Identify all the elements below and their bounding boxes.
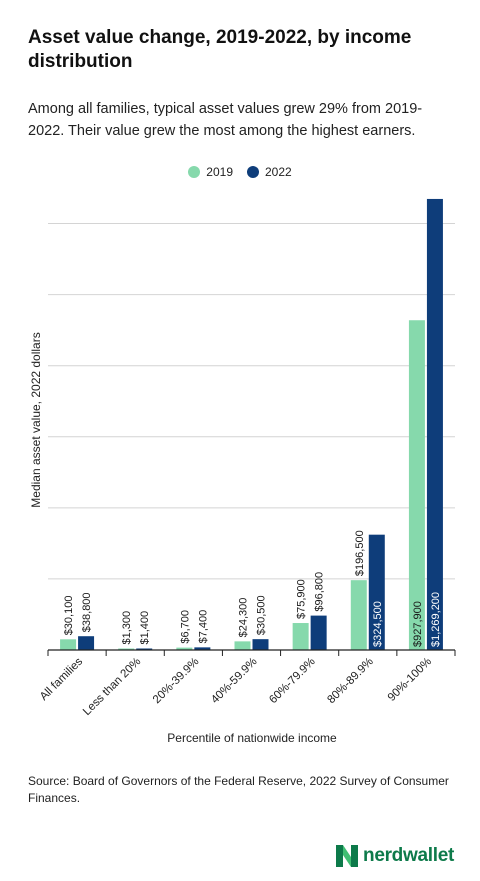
bar-2019 (118, 648, 135, 650)
bar-2019 (234, 641, 251, 650)
data-label-2019: $196,500 (354, 530, 366, 576)
bar-2019 (176, 647, 193, 650)
data-label-2022: $30,500 (256, 595, 268, 635)
legend-label-2019: 2019 (206, 165, 233, 179)
bar-2019 (292, 623, 309, 650)
bar-2019 (350, 580, 367, 650)
bar-2022 (78, 636, 95, 650)
x-axis-label: Percentile of nationwide income (167, 731, 337, 745)
data-label-2019: $927,900 (412, 601, 424, 647)
gridlines (48, 223, 455, 580)
bar-2022 (194, 647, 211, 650)
data-label-2019: $75,900 (296, 579, 308, 619)
chart-subtitle: Among all families, typical asset values… (28, 101, 423, 139)
legend-label-2022: 2022 (265, 165, 292, 179)
bars (60, 198, 443, 650)
bar-2022 (136, 648, 153, 650)
source-note: Source: Board of Governors of the Federa… (28, 774, 449, 805)
data-label-2019: $30,100 (63, 596, 75, 636)
nerdwallet-logo[interactable]: nerdwallet (335, 844, 454, 868)
data-label-2022: $324,500 (372, 601, 384, 647)
chart-title: Asset value change, 2019-2022, by income… (28, 27, 412, 72)
bar-2019 (60, 639, 77, 650)
x-tick-label: Less than 20% (81, 656, 143, 718)
data-label-2022: $1,269,200 (430, 592, 442, 647)
data-label-2019: $1,300 (121, 611, 133, 645)
bar-2022 (368, 534, 385, 650)
legend-item-2019: 2019 (188, 165, 233, 179)
data-label-2022: $96,800 (314, 572, 326, 612)
data-label-2019: $6,700 (179, 610, 191, 644)
data-label-2019: $24,300 (238, 598, 250, 638)
x-tick-label: 90%-100% (386, 656, 434, 704)
nerdwallet-wordmark: nerdwallet (363, 845, 454, 866)
x-tick-label: 40%-59.9% (209, 656, 260, 707)
legend: 2019 2022 (0, 164, 480, 180)
legend-swatch-2019 (188, 166, 201, 178)
data-labels: $30,100 $38,800 $1,300 $1,400 $6,700 $7,400 $2… (63, 530, 442, 647)
nerdwallet-logo-icon (336, 845, 359, 867)
bar-2022 (426, 198, 443, 650)
data-label-2022: $38,800 (81, 592, 93, 632)
legend-item-2022: 2022 (247, 165, 292, 179)
legend-swatch-2022 (247, 166, 259, 178)
x-tick-label: 20%-39.9% (151, 656, 202, 707)
x-tick-label: All families (38, 655, 86, 703)
x-tick-label: 80%-89.9% (325, 656, 376, 707)
bar-2022 (310, 615, 327, 650)
y-axis-label: Median asset value, 2022 dollars (29, 332, 43, 507)
bar-2019 (408, 320, 425, 650)
bar-2022 (252, 639, 269, 650)
data-label-2022: $1,400 (139, 611, 151, 645)
x-tick-label: 60%-79.9% (267, 656, 318, 707)
data-label-2022: $7,400 (197, 610, 209, 644)
